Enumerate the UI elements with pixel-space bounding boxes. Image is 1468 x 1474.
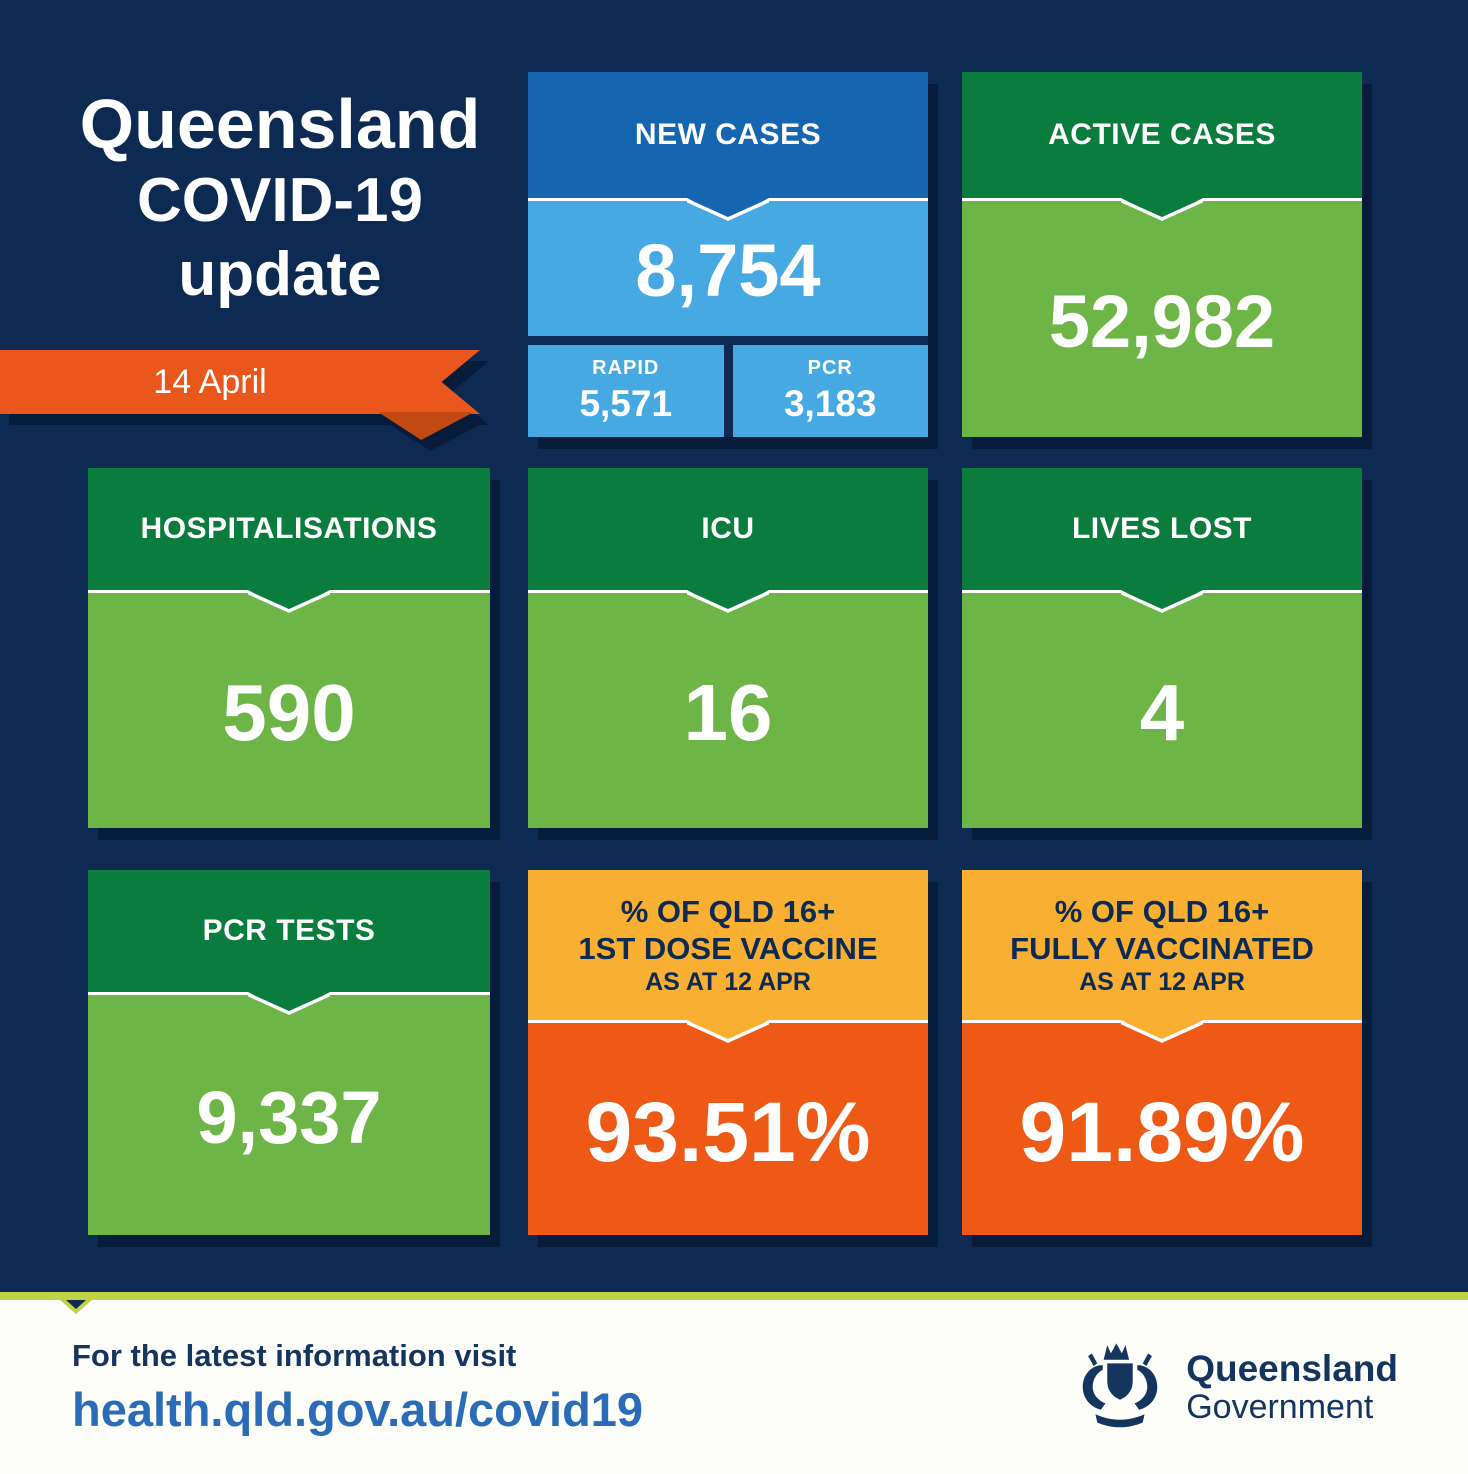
pcr-tests-card: PCR TESTS 9,337: [88, 870, 490, 1235]
chevron-notch-icon: [1121, 198, 1203, 221]
footer: For the latest information visit health.…: [0, 1300, 1468, 1474]
lives-lost-card: LIVES LOST 4: [962, 468, 1362, 828]
first-dose-value: 93.51%: [585, 1084, 871, 1179]
icu-header: ICU: [528, 468, 928, 590]
fully-vaccinated-card: % OF QLD 16+ FULLY VACCINATED AS AT 12 A…: [962, 870, 1362, 1235]
rapid-cases-cell: RAPID 5,571: [528, 345, 724, 437]
chevron-notch-icon: [248, 992, 330, 1015]
pcr-tests-header: PCR TESTS: [88, 870, 490, 992]
icu-card: ICU 16: [528, 468, 928, 828]
chevron-notch-icon: [687, 198, 769, 221]
page-title: Queensland COVID-19 update: [55, 84, 505, 312]
footer-divider: [0, 1292, 1468, 1300]
pcr-label: PCR: [807, 357, 853, 379]
new-cases-label: NEW CASES: [634, 118, 822, 151]
title-line-queensland: Queensland: [79, 85, 481, 163]
hospitalisations-card: HOSPITALISATIONS 590: [88, 468, 490, 828]
coat-of-arms-icon: [1082, 1343, 1158, 1428]
fully-vaccinated-label-line1: % OF QLD 16+: [1054, 893, 1270, 929]
date-ribbon: 14 April: [0, 350, 480, 440]
chevron-notch-icon: [1121, 590, 1203, 613]
lives-lost-body: 4: [962, 590, 1362, 828]
fully-vaccinated-label-line3: AS AT 12 APR: [1079, 968, 1245, 997]
footer-info-text: For the latest information visit: [72, 1337, 517, 1373]
date-label: 14 April: [153, 362, 267, 401]
pcr-tests-value: 9,337: [196, 1075, 382, 1159]
new-cases-breakdown: RAPID 5,571 PCR 3,183: [528, 345, 928, 437]
new-cases-body: 8,754: [528, 198, 928, 336]
pcr-tests-body: 9,337: [88, 992, 490, 1235]
new-cases-card: NEW CASES 8,754 RAPID 5,571 PCR 3,183: [528, 72, 928, 437]
fully-vaccinated-body: 91.89%: [962, 1020, 1362, 1235]
rapid-value: 5,571: [579, 383, 673, 424]
footer-divider-notch: [60, 1300, 92, 1314]
logo-text-queensland: Queensland: [1186, 1347, 1398, 1389]
first-dose-body: 93.51%: [528, 1020, 928, 1235]
logo-text-block: Queensland Government: [1186, 1347, 1398, 1426]
footer-text-block: For the latest information visit health.…: [72, 1338, 643, 1437]
date-ribbon-fold: [378, 412, 474, 440]
hospitalisations-header: HOSPITALISATIONS: [88, 468, 490, 590]
date-ribbon-band: 14 April: [0, 350, 480, 414]
first-dose-label-line2: 1ST DOSE VACCINE: [578, 931, 878, 966]
active-cases-label: ACTIVE CASES: [1048, 118, 1276, 151]
active-cases-body: 52,982: [962, 198, 1362, 437]
logo-text-government: Government: [1186, 1387, 1374, 1426]
fully-vaccinated-value: 91.89%: [1019, 1084, 1305, 1179]
chevron-notch-icon: [1121, 1020, 1203, 1043]
active-cases-header: ACTIVE CASES: [962, 72, 1362, 198]
first-dose-header: % OF QLD 16+ 1ST DOSE VACCINE AS AT 12 A…: [528, 870, 928, 1020]
hospitalisations-body: 590: [88, 590, 490, 828]
chevron-notch-icon: [687, 590, 769, 613]
active-cases-value: 52,982: [1048, 279, 1276, 363]
fully-vaccinated-header: % OF QLD 16+ FULLY VACCINATED AS AT 12 A…: [962, 870, 1362, 1020]
pcr-value: 3,183: [783, 383, 877, 424]
queensland-government-logo: Queensland Government: [1070, 1339, 1398, 1435]
chevron-notch-icon: [687, 1020, 769, 1043]
icu-value: 16: [683, 668, 773, 757]
chevron-notch-icon: [248, 590, 330, 613]
pcr-tests-label: PCR TESTS: [202, 914, 376, 947]
lives-lost-value: 4: [1139, 668, 1185, 757]
pcr-cases-cell: PCR 3,183: [732, 345, 928, 437]
first-dose-label-line1: % OF QLD 16+: [620, 893, 836, 929]
first-dose-label-line3: AS AT 12 APR: [645, 968, 811, 997]
rapid-label: RAPID: [592, 357, 660, 379]
icu-body: 16: [528, 590, 928, 828]
title-line-update: update: [178, 240, 382, 309]
lives-lost-header: LIVES LOST: [962, 468, 1362, 590]
fully-vaccinated-label-line2: FULLY VACCINATED: [1010, 931, 1314, 966]
lives-lost-label: LIVES LOST: [1071, 512, 1253, 545]
footer-url-link[interactable]: health.qld.gov.au/covid19: [72, 1382, 644, 1436]
new-cases-value: 8,754: [635, 229, 821, 312]
new-cases-header: NEW CASES: [528, 72, 928, 198]
hospitalisations-value: 590: [222, 668, 356, 757]
icu-label: ICU: [701, 512, 755, 545]
active-cases-card: ACTIVE CASES 52,982: [962, 72, 1362, 437]
title-line-covid19: COVID-19: [137, 166, 423, 235]
hospitalisations-label: HOSPITALISATIONS: [140, 512, 438, 545]
first-dose-vaccine-card: % OF QLD 16+ 1ST DOSE VACCINE AS AT 12 A…: [528, 870, 928, 1235]
